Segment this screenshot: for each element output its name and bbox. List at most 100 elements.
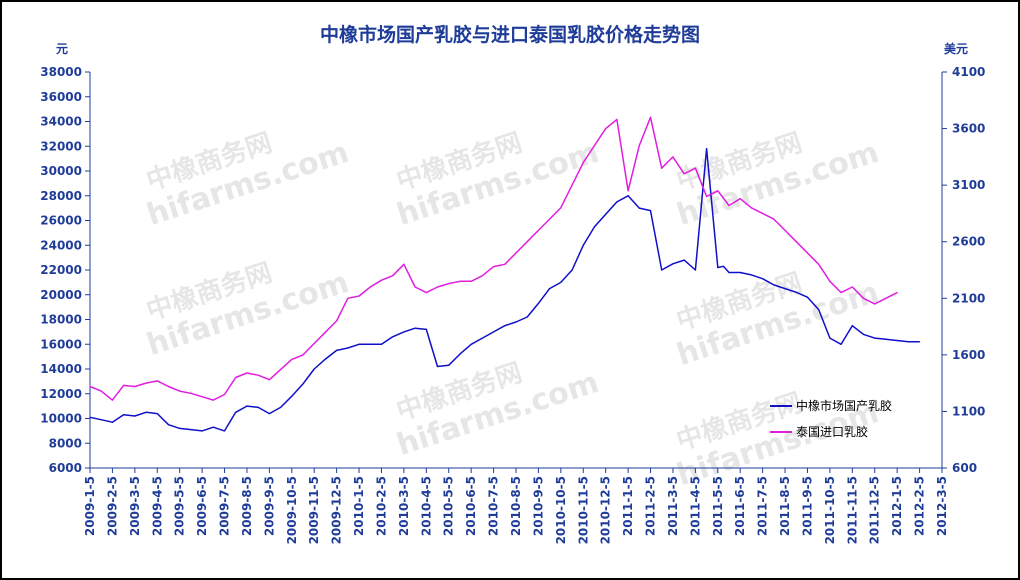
series-1-point xyxy=(795,291,797,293)
series-1-point xyxy=(806,296,809,298)
series-1-point xyxy=(369,343,371,345)
series-2-point xyxy=(459,280,461,282)
x-tick-label: 2011-10-5 xyxy=(823,476,837,544)
series-1-point xyxy=(156,413,158,415)
series-1-point xyxy=(358,343,360,345)
series-1-point xyxy=(829,337,831,339)
series-2-point xyxy=(436,286,439,288)
series-2-point xyxy=(851,286,853,288)
x-tick-label: 2009-4-5 xyxy=(150,476,164,536)
series-1-point xyxy=(403,331,405,333)
series-2-point xyxy=(179,390,181,392)
right-axis-unit: 美元 xyxy=(944,42,969,56)
series-2-point xyxy=(246,372,248,374)
series-1-point xyxy=(380,343,383,345)
series-1-point xyxy=(896,339,898,342)
series-2-point xyxy=(605,128,607,130)
series-2-point xyxy=(795,241,797,243)
series-1-point xyxy=(111,421,113,423)
x-tick-label: 2011-5-5 xyxy=(711,476,725,536)
y-left-tick-label: 32000 xyxy=(40,139,82,153)
x-tick-label: 2011-11-5 xyxy=(845,476,859,544)
y-left-tick-label: 22000 xyxy=(40,263,82,277)
y-left-tick-label: 38000 xyxy=(40,65,82,79)
series-2-point xyxy=(862,297,865,299)
series-1-point xyxy=(638,207,640,209)
series-1-point xyxy=(627,195,629,197)
series-2-point xyxy=(470,280,472,282)
series-1-point xyxy=(862,333,865,335)
series-1-point xyxy=(302,383,304,385)
series-2-point xyxy=(694,167,697,169)
series-1-point xyxy=(582,244,584,246)
series-1-point xyxy=(616,201,618,203)
series-2-point xyxy=(134,385,136,388)
series-2-point xyxy=(493,266,495,268)
y-right-tick-label: 600 xyxy=(952,461,977,475)
series-2-point xyxy=(448,283,450,285)
series-1-point xyxy=(291,395,293,397)
series-2-point xyxy=(818,263,820,265)
y-left-tick-label: 34000 xyxy=(40,115,82,129)
series-1-point xyxy=(134,415,136,417)
series-line-1 xyxy=(89,147,920,432)
series-1-point xyxy=(750,274,753,276)
series-1-point xyxy=(280,406,282,408)
series-1-point xyxy=(549,288,551,290)
series-1-point xyxy=(649,210,652,212)
x-tick-label: 2009-5-5 xyxy=(173,476,187,536)
series-2-point xyxy=(896,292,898,294)
series-1-point xyxy=(347,347,349,349)
series-1-point xyxy=(123,414,125,416)
series-2-point xyxy=(504,263,506,265)
series-2-point xyxy=(806,252,809,254)
series-2-point xyxy=(123,384,125,386)
series-2-point xyxy=(414,286,416,288)
x-tick-label: 2009-6-5 xyxy=(195,476,209,536)
series-1-point xyxy=(179,427,181,429)
series-1-point xyxy=(246,405,248,407)
series-2-point xyxy=(762,212,764,214)
series-2-point xyxy=(661,167,663,169)
series-1-point xyxy=(459,353,461,355)
series-2-point xyxy=(526,241,528,243)
series-2-point xyxy=(336,320,338,322)
series-2-point xyxy=(302,354,304,356)
series-2-point xyxy=(784,229,786,231)
y-left-tick-label: 20000 xyxy=(40,288,82,302)
series-2-point xyxy=(280,369,282,371)
series-2-point xyxy=(481,275,483,277)
y-left-tick-label: 28000 xyxy=(40,189,82,203)
chart-title: 中橡市场国产乳胶与进口泰国乳胶价格走势图 xyxy=(319,24,700,46)
series-1-point xyxy=(728,271,730,274)
series-2-point xyxy=(739,198,741,200)
series-1-point xyxy=(504,325,506,327)
series-2-point xyxy=(672,156,674,158)
series-2-point xyxy=(223,393,226,396)
series-1-point xyxy=(661,269,663,271)
series-1-point xyxy=(560,281,562,283)
x-tick-label: 2009-1-5 xyxy=(83,476,97,536)
series-1-point xyxy=(313,368,315,370)
x-tick-label: 2011-8-5 xyxy=(778,476,792,536)
series-2-point xyxy=(201,396,203,398)
x-tick-label: 2010-11-5 xyxy=(576,476,590,544)
series-1-point xyxy=(885,338,887,340)
series-1-point xyxy=(537,302,540,304)
y-right-tick-label: 1100 xyxy=(952,404,985,418)
series-1-point xyxy=(212,426,214,428)
x-tick-label: 2009-2-5 xyxy=(105,476,119,536)
series-2-point xyxy=(313,342,315,345)
series-1-point xyxy=(919,341,921,343)
series-2-point xyxy=(392,275,394,277)
legend-label-2: 泰国进口乳胶 xyxy=(796,424,868,439)
series-1-point xyxy=(762,278,764,280)
series-2-point xyxy=(425,292,427,294)
series-1-point xyxy=(706,148,708,150)
x-tick-label: 2012-2-5 xyxy=(913,476,927,536)
series-2-point xyxy=(706,195,708,198)
series-2-point xyxy=(874,303,876,305)
series-1-point xyxy=(89,416,91,418)
series-2-point xyxy=(268,379,270,381)
